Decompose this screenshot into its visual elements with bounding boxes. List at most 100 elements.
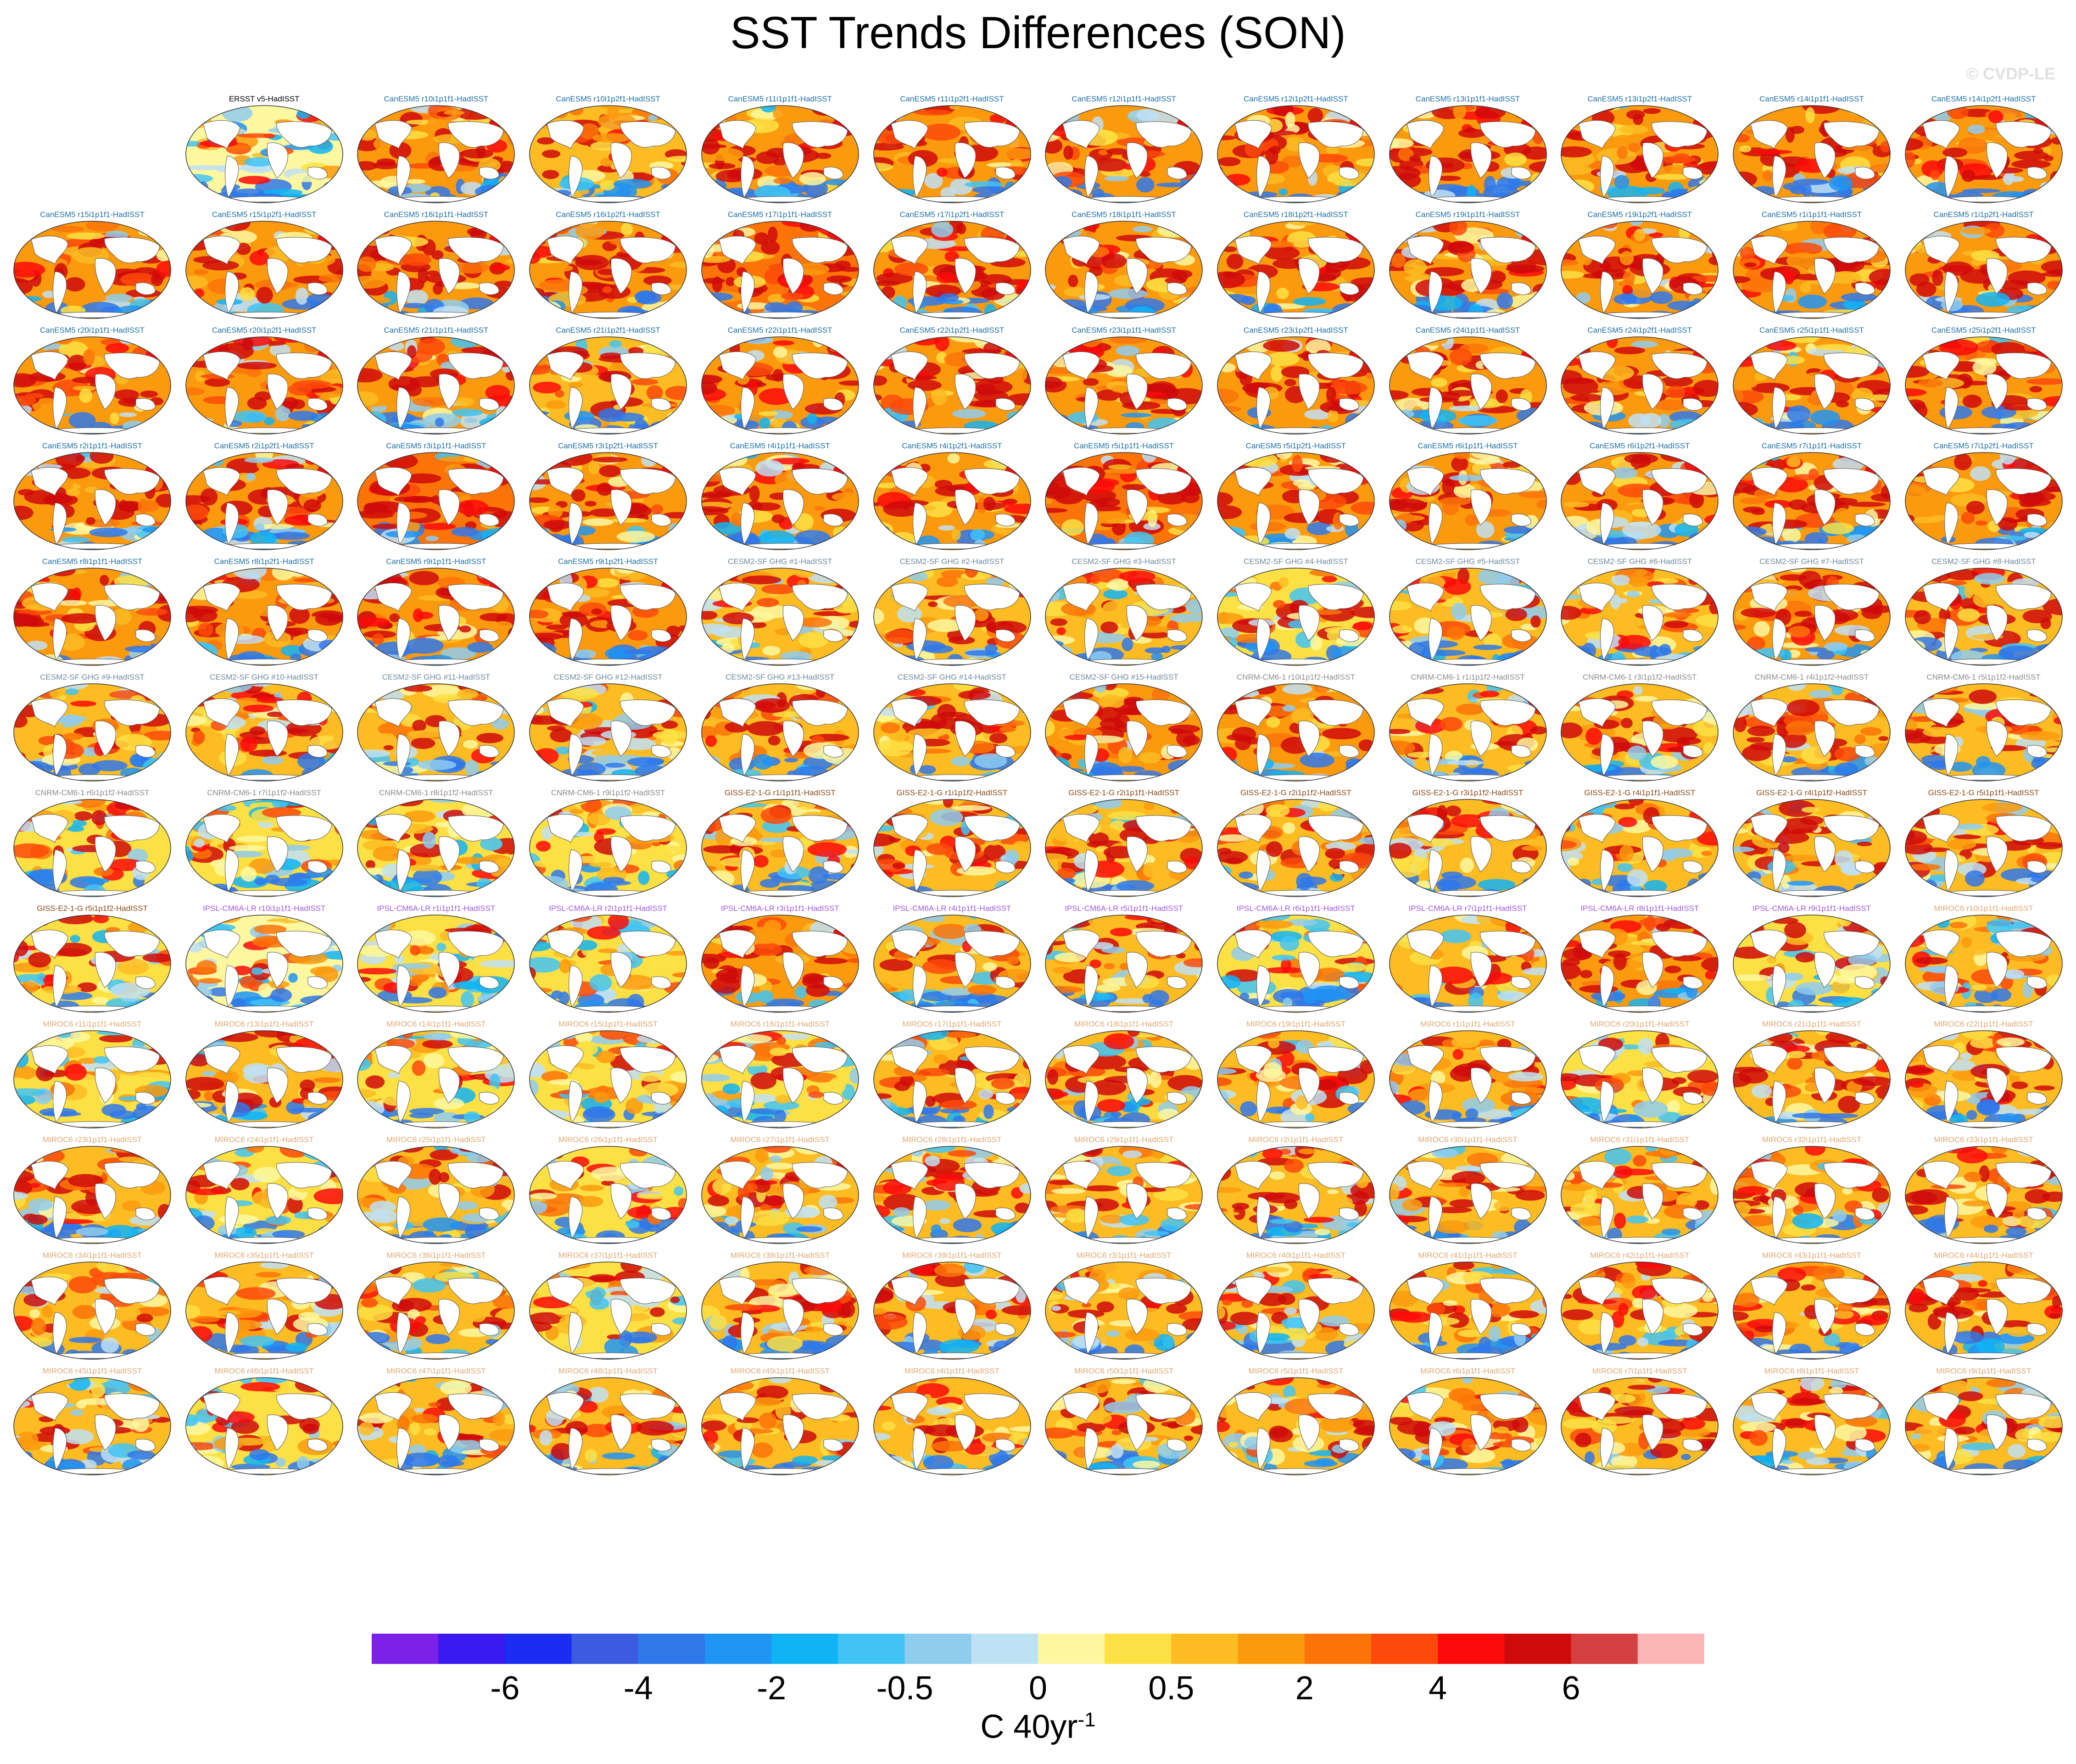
map-border [1045,568,1203,666]
land-mass [1308,352,1364,379]
land-mass [1136,1278,1192,1304]
map-border [1045,336,1203,435]
panel-label: MIROC6 r28i1p1f1-HadISST [902,1135,1002,1144]
sst-field [1905,799,2062,897]
map-panel: CanESM5 r8i1p2f1-HadISST [179,557,350,675]
land-mass [1479,931,1536,957]
land-mass [479,745,499,758]
land-mass [1944,156,1958,198]
map-border [357,683,515,782]
land-mass [1986,142,2008,179]
map-border [1904,1030,2063,1128]
panel-label: CanESM5 r12i1p1f1-HadISST [1071,95,1177,103]
colorbar-tick-label: -4 [623,1670,653,1707]
sst-field [1045,684,1203,781]
map-panel: CanESM5 r14i1p1f1-HadISST [1726,95,1897,212]
land-mass [1944,387,1958,429]
land-mass [224,387,239,429]
sst-field [1733,106,1890,203]
panel-label: CanESM5 r16i1p1f1-HadISST [384,210,489,219]
land-mass [1944,1196,1958,1239]
map-border [1561,799,1719,897]
land-mass [651,514,671,526]
land-mass [740,156,755,198]
panel-label: IPSL-CM6A-LR r1i1p1f1-HadISST [377,904,496,913]
map-border [1045,1377,1203,1475]
map-panel: CNRM-CM6-1 r5i1p1f2-HadISST [1898,673,2070,790]
land-mass [1578,1045,1616,1074]
land-mass [1127,374,1148,410]
land-mass [610,1183,632,1219]
map-panel: CanESM5 r16i1p2f1-HadISST [522,210,694,328]
land-mass [1470,952,1492,988]
map-border [529,221,687,319]
land-mass [1339,1092,1359,1105]
land-mass [620,352,676,379]
land-mass [1652,699,1708,726]
land-mass [1642,1414,1663,1451]
sst-map [1045,915,1203,1013]
land-mass [1578,929,1616,959]
land-mass [1772,734,1786,776]
land-mass [31,582,68,612]
colorbar-swatch [638,1634,705,1664]
sst-map [13,221,171,319]
land-mass [547,1392,584,1421]
land-mass [1127,836,1148,872]
panel-label: CanESM5 r23i1p2f1-HadISST [1244,326,1348,335]
map-border [701,1146,859,1244]
land-mass [203,1276,240,1306]
land-mass [479,629,499,642]
land-mass [1855,745,1875,758]
land-mass [823,1092,843,1105]
land-mass [1428,502,1442,545]
land-mass [1578,467,1616,496]
land-mass [890,814,928,843]
map-border [1389,221,1547,319]
panel-label: CanESM5 r2i1p2f1-HadISST [214,441,314,450]
sst-map [13,1377,171,1475]
panel-label: CNRM-CM6-1 r3i1p1f2-HadISST [1583,673,1697,681]
map-border [1904,683,2063,782]
land-mass [823,745,843,758]
land-mass [439,258,460,294]
land-mass [1339,1207,1359,1220]
map-border [357,452,515,550]
map-border [1217,1030,1375,1128]
map-border [1389,1377,1547,1475]
land-mass [135,745,156,758]
land-mass [569,734,583,776]
sst-map [1045,105,1203,203]
panel-label: MIROC6 r4i1p1f1-HadISST [904,1367,999,1375]
land-mass [1084,965,1099,1007]
sst-map [873,1377,1031,1475]
sst-map [529,1030,687,1128]
land-mass [1855,860,1875,873]
land-mass [439,489,460,525]
sst-map [357,105,515,203]
land-mass [2027,1092,2047,1105]
land-mass [1479,237,1536,263]
land-mass [1995,1046,2052,1073]
map-panel: IPSL-CM6A-LR r9i1p1f1-HadISST [1726,904,1897,1022]
land-mass [651,282,671,295]
land-mass [651,976,671,989]
panel-label: CNRM-CM6-1 r8i1p1f2-HadISST [379,788,493,797]
map-panel: CESM2-SF GHG #8-HadISST [1898,557,2070,675]
land-mass [823,860,843,873]
land-mass [782,836,804,872]
land-mass [1339,398,1359,411]
panel-label: IPSL-CM6A-LR r3i1p1f1-HadISST [720,904,839,913]
map-border [1733,105,1891,203]
land-mass [1470,374,1492,410]
land-mass [1406,1161,1444,1190]
land-mass [1479,352,1536,379]
land-mass [1136,1162,1192,1189]
land-mass [569,1312,583,1354]
land-mass [1127,489,1148,525]
land-mass [1683,629,1703,642]
land-mass [1750,467,1788,496]
land-mass [1167,167,1187,179]
land-mass [1814,1299,1836,1335]
map-border [1389,683,1547,782]
